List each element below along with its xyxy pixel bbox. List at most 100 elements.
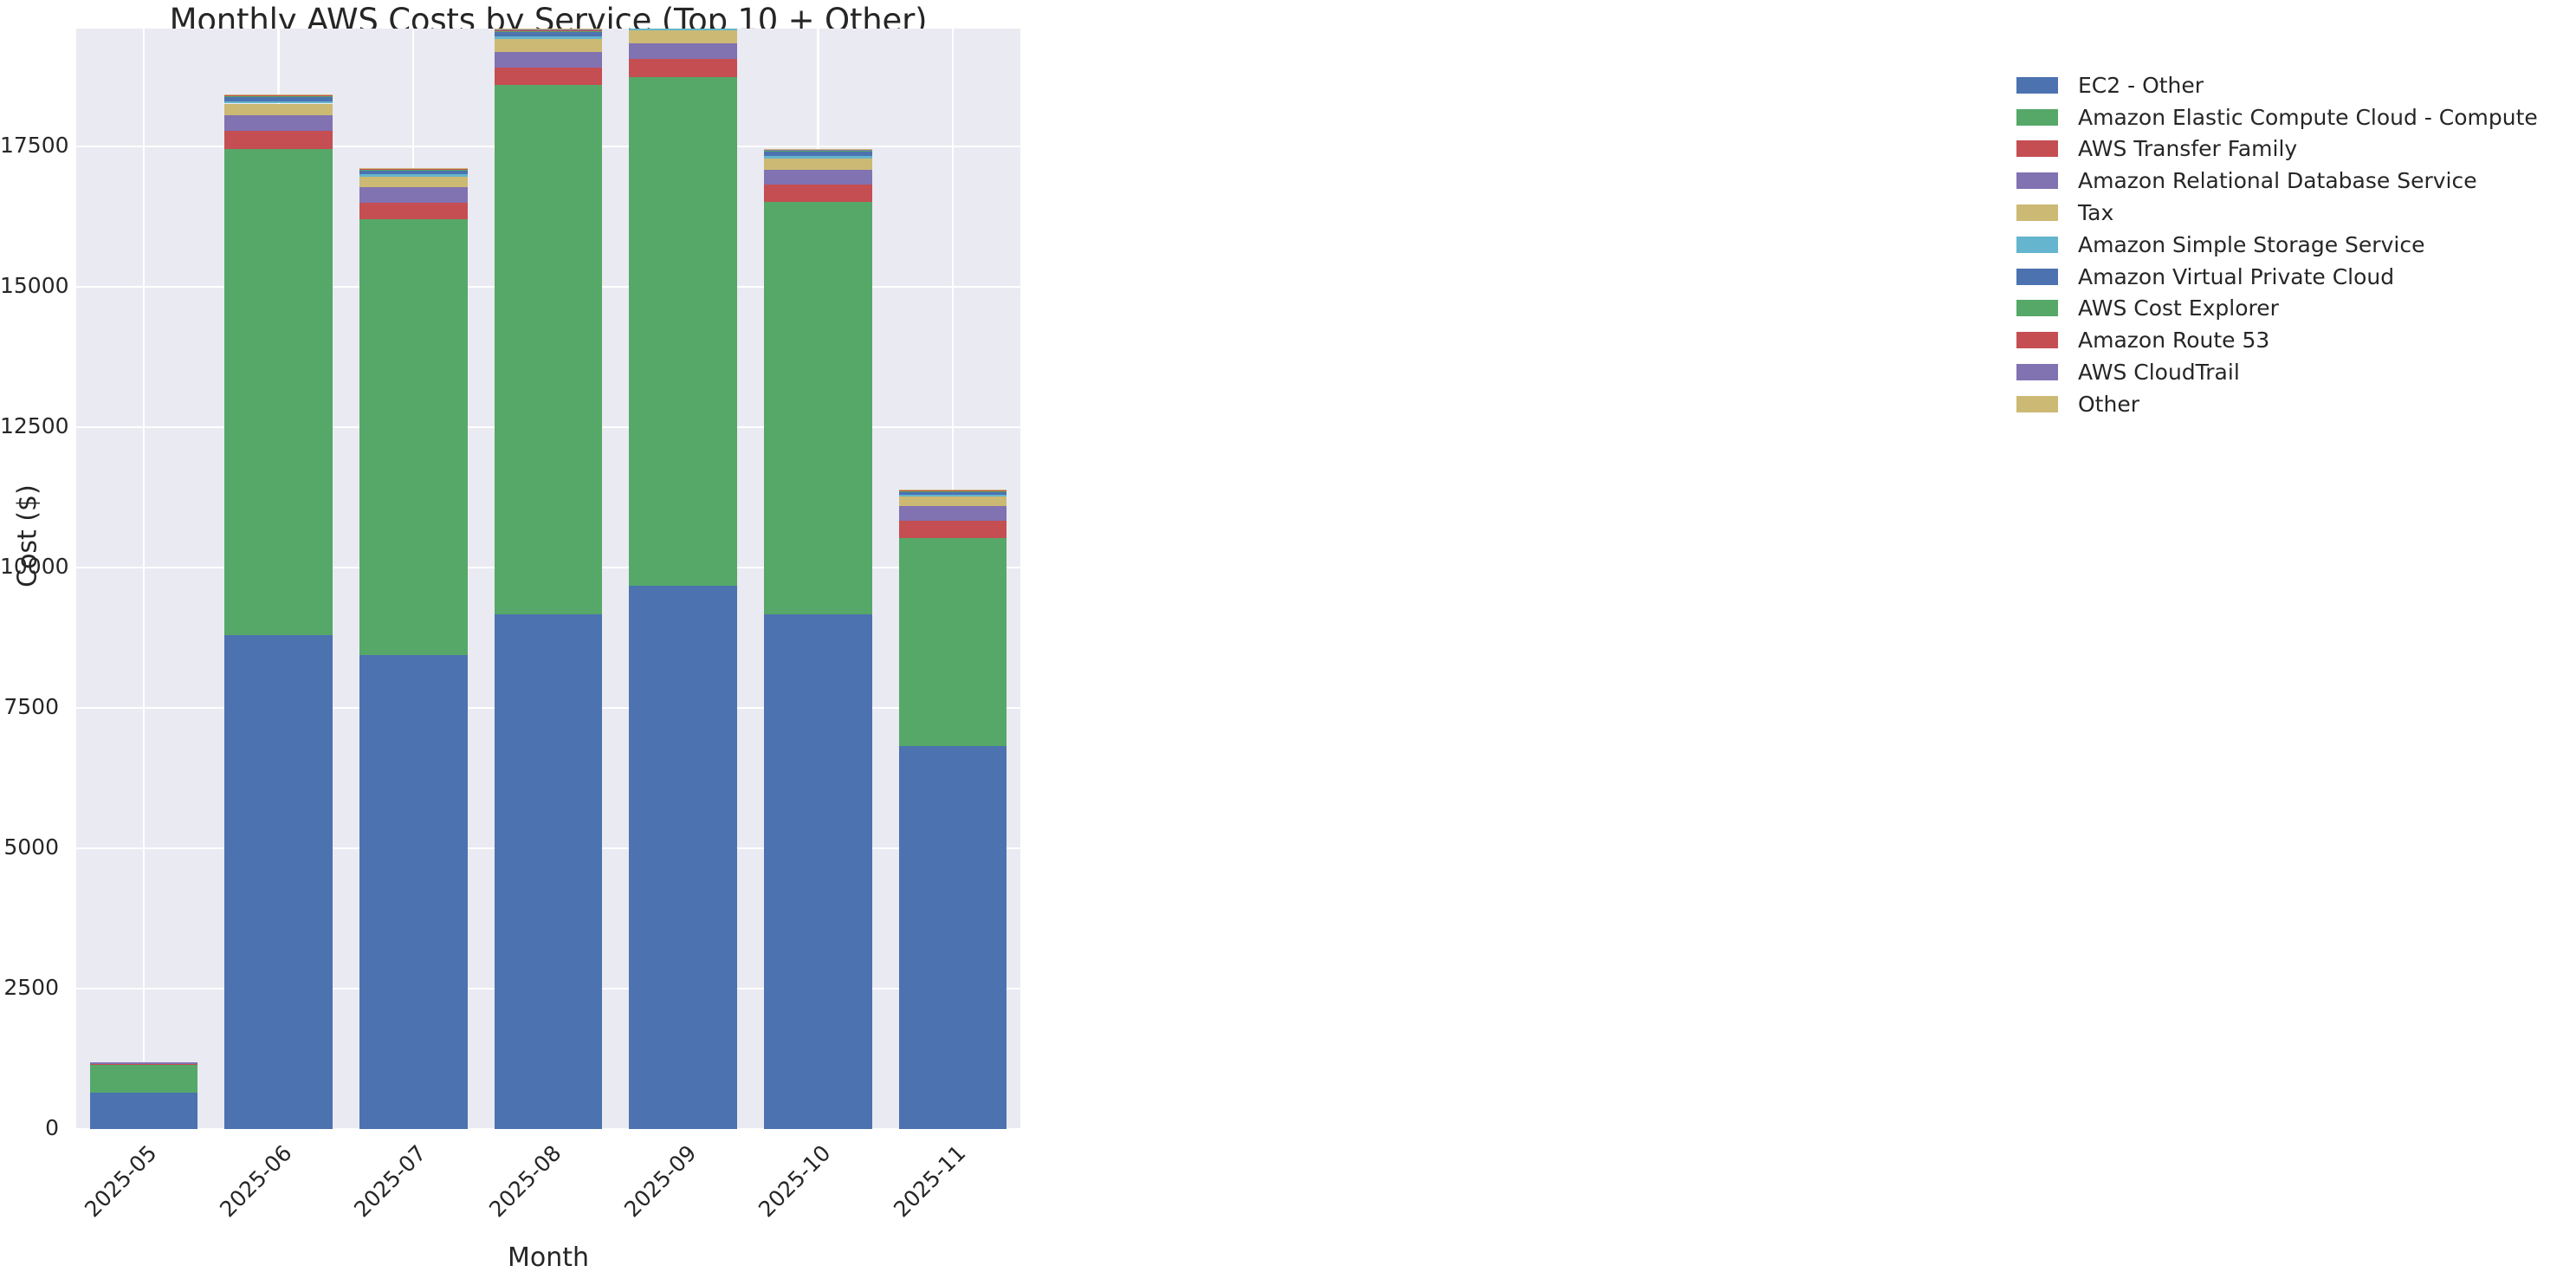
bar-segment[interactable]: [359, 170, 468, 175]
bar-segment[interactable]: [764, 149, 872, 151]
bar-segment[interactable]: [359, 174, 468, 177]
bar-segment[interactable]: [898, 490, 1007, 491]
legend-item[interactable]: Amazon Elastic Compute Cloud - Compute: [2016, 101, 2553, 133]
bar-segment[interactable]: [89, 1064, 198, 1093]
bar-segment[interactable]: [898, 746, 1007, 1129]
bar-segment[interactable]: [359, 168, 468, 170]
bar-segment[interactable]: [898, 496, 1007, 506]
bar-segment[interactable]: [898, 505, 1007, 522]
bar-segment[interactable]: [494, 30, 603, 32]
bar-segment[interactable]: [764, 150, 872, 152]
legend-item[interactable]: Tax: [2016, 197, 2553, 229]
legend-item-label: AWS CloudTrail: [2078, 360, 2240, 386]
legend-swatch-icon: [2016, 236, 2058, 253]
x-tick-label: 2025-05: [79, 1140, 162, 1223]
bar-segment[interactable]: [629, 43, 737, 59]
bar-segment[interactable]: [764, 151, 872, 153]
bar-segment[interactable]: [898, 490, 1007, 492]
bar-segment[interactable]: [359, 202, 468, 220]
legend-item[interactable]: Amazon Virtual Private Cloud: [2016, 261, 2553, 293]
bar-segment[interactable]: [494, 614, 603, 1129]
bar-segment[interactable]: [494, 68, 603, 86]
bar-segment[interactable]: [764, 202, 872, 614]
bar-segment[interactable]: [764, 149, 872, 151]
bar-segment[interactable]: [494, 38, 603, 53]
legend-swatch-icon: [2016, 332, 2058, 349]
bar-stack[interactable]: [629, 29, 737, 1129]
legend-swatch-icon: [2016, 300, 2058, 317]
bar-segment[interactable]: [224, 94, 333, 96]
legend-item[interactable]: Amazon Simple Storage Service: [2016, 229, 2553, 261]
bar-segment[interactable]: [494, 29, 603, 30]
legend-item-label: Amazon Virtual Private Cloud: [2078, 263, 2395, 289]
bar-segment[interactable]: [494, 29, 603, 31]
bar-segment[interactable]: [224, 130, 333, 149]
bar-stack[interactable]: [764, 29, 872, 1129]
bar-segment[interactable]: [494, 52, 603, 68]
bar-segment[interactable]: [898, 495, 1007, 497]
legend-item-label: Tax: [2078, 200, 2114, 226]
bar-segment[interactable]: [359, 176, 468, 188]
bar-segment[interactable]: [629, 58, 737, 77]
bar-segment[interactable]: [764, 613, 872, 1129]
bar-segment[interactable]: [629, 29, 737, 31]
legend-item[interactable]: EC2 - Other: [2016, 69, 2553, 101]
bar-segment[interactable]: [359, 219, 468, 656]
y-tick-label: 15000: [0, 273, 69, 299]
bar-segment[interactable]: [89, 1063, 198, 1065]
bar-segment[interactable]: [359, 187, 468, 203]
bar-segment[interactable]: [764, 159, 872, 170]
bar-segment[interactable]: [494, 36, 603, 39]
bar-segment[interactable]: [898, 538, 1007, 747]
bar-segment[interactable]: [224, 103, 333, 116]
bar-segment[interactable]: [89, 1092, 198, 1129]
bar-segment[interactable]: [764, 152, 872, 157]
bar-segment[interactable]: [224, 148, 333, 636]
bar-stack[interactable]: [494, 29, 603, 1129]
bar-segment[interactable]: [359, 169, 468, 171]
bar-segment[interactable]: [629, 585, 737, 1129]
bar-segment[interactable]: [224, 115, 333, 131]
legend-swatch-icon: [2016, 108, 2058, 126]
bar-segment[interactable]: [224, 94, 333, 96]
bar-segment[interactable]: [898, 491, 1007, 496]
bar-segment[interactable]: [629, 30, 737, 44]
bar-segment[interactable]: [764, 185, 872, 203]
legend-item[interactable]: AWS CloudTrail: [2016, 356, 2553, 388]
chart-legend: EC2 - Other Amazon Elastic Compute Cloud …: [2016, 69, 2553, 420]
legend-item[interactable]: AWS Transfer Family: [2016, 133, 2553, 165]
bar-segment[interactable]: [494, 31, 603, 37]
bar-segment[interactable]: [898, 521, 1007, 539]
legend-item-label: Amazon Simple Storage Service: [2078, 231, 2425, 257]
bar-stack[interactable]: [359, 29, 468, 1129]
bar-segment[interactable]: [89, 1061, 198, 1064]
bar-stack[interactable]: [224, 29, 333, 1129]
bar-segment[interactable]: [224, 635, 333, 1129]
bar-segment[interactable]: [224, 96, 333, 101]
bar-segment[interactable]: [764, 169, 872, 185]
y-tick-label: 12500: [0, 413, 69, 439]
legend-swatch-icon: [2016, 364, 2058, 381]
legend-item[interactable]: Amazon Route 53: [2016, 324, 2553, 356]
legend-item[interactable]: Amazon Relational Database Service: [2016, 165, 2553, 197]
bar-segment[interactable]: [224, 101, 333, 104]
y-tick-label: 2500: [3, 975, 59, 1000]
bar-segment[interactable]: [764, 156, 872, 159]
legend-swatch-icon: [2016, 268, 2058, 285]
plot-area: [76, 29, 1020, 1129]
bar-segment[interactable]: [359, 655, 468, 1129]
bar-segment[interactable]: [359, 167, 468, 169]
bar-stack[interactable]: [89, 29, 198, 1129]
bar-segment[interactable]: [494, 85, 603, 615]
bar-segment[interactable]: [629, 76, 737, 586]
bar-segment[interactable]: [359, 168, 468, 170]
legend-item-label: Amazon Route 53: [2078, 328, 2270, 354]
gridline-vertical: [142, 29, 145, 1129]
legend-item[interactable]: Other: [2016, 388, 2553, 420]
bar-segment[interactable]: [224, 95, 333, 97]
legend-swatch-icon: [2016, 172, 2058, 190]
legend-item[interactable]: AWS Cost Explorer: [2016, 293, 2553, 325]
legend-item-label: Amazon Relational Database Service: [2078, 168, 2477, 194]
bar-segment[interactable]: [224, 94, 333, 95]
bar-stack[interactable]: [898, 29, 1007, 1129]
